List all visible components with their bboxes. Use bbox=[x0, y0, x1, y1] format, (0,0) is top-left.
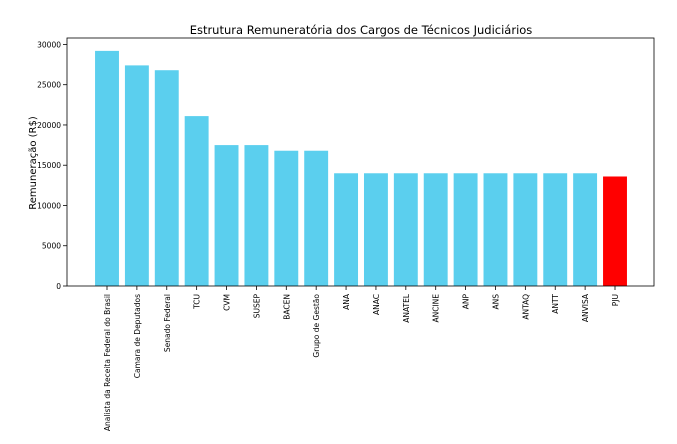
bar bbox=[423, 173, 448, 286]
x-tick-label: ANAC bbox=[372, 294, 381, 315]
x-tick-label: BACEN bbox=[282, 294, 291, 320]
bar bbox=[274, 150, 299, 286]
bar bbox=[184, 116, 209, 286]
x-tick-label: ANTT bbox=[551, 294, 560, 314]
x-tick-label: ANVISA bbox=[581, 293, 590, 322]
bar bbox=[453, 173, 478, 286]
bar bbox=[573, 173, 598, 286]
bar bbox=[513, 173, 538, 286]
bar bbox=[154, 70, 179, 287]
x-tick-label: PJU bbox=[611, 294, 620, 306]
x-tick-label: Analista da Receita Federal do Brasil bbox=[103, 294, 112, 431]
x-tick-label: ANCINE bbox=[432, 294, 441, 323]
x-tick-label: ANA bbox=[342, 293, 351, 310]
x-tick-label: TCU bbox=[193, 294, 202, 310]
y-tick-label: 30000 bbox=[37, 40, 61, 49]
x-tick-label: Camara de Deputados bbox=[133, 294, 142, 378]
plot-area: 0 5000 10000 15000 20000 25000 30000 Analista d… bbox=[37, 37, 655, 431]
x-tick-label: ANS bbox=[491, 294, 500, 310]
chart-title: Estrutura Remuneratória dos Cargos de Té… bbox=[190, 23, 533, 37]
bar bbox=[603, 176, 627, 286]
x-tick-label: ANATEL bbox=[402, 293, 411, 323]
y-axis-label: Remuneração (R$) bbox=[28, 116, 39, 210]
bar bbox=[124, 65, 149, 286]
plot-frame bbox=[66, 37, 655, 287]
y-tick-label: 5000 bbox=[42, 242, 61, 251]
x-tick-label: ANTAQ bbox=[521, 294, 530, 320]
bar bbox=[304, 150, 329, 286]
y-tick-label: 25000 bbox=[37, 81, 61, 90]
y-tick-label: 20000 bbox=[37, 121, 61, 130]
x-tick-label: SUSEP bbox=[252, 294, 261, 319]
bar bbox=[244, 145, 269, 286]
x-tick-label: ANP bbox=[462, 294, 471, 310]
y-tick-label: 10000 bbox=[37, 201, 61, 210]
x-tick-label: CVM bbox=[223, 294, 232, 311]
y-tick-label: 0 bbox=[56, 282, 61, 291]
x-tick-label: Grupo de Gestão bbox=[312, 294, 321, 358]
bar bbox=[214, 145, 239, 286]
bar bbox=[334, 173, 359, 286]
x-tick-label: Senado Federal bbox=[163, 294, 172, 352]
bar bbox=[363, 173, 388, 286]
bar bbox=[95, 50, 119, 286]
bar bbox=[543, 173, 568, 286]
bar bbox=[393, 173, 418, 286]
y-tick-label: 15000 bbox=[37, 161, 61, 170]
bar bbox=[483, 173, 508, 286]
